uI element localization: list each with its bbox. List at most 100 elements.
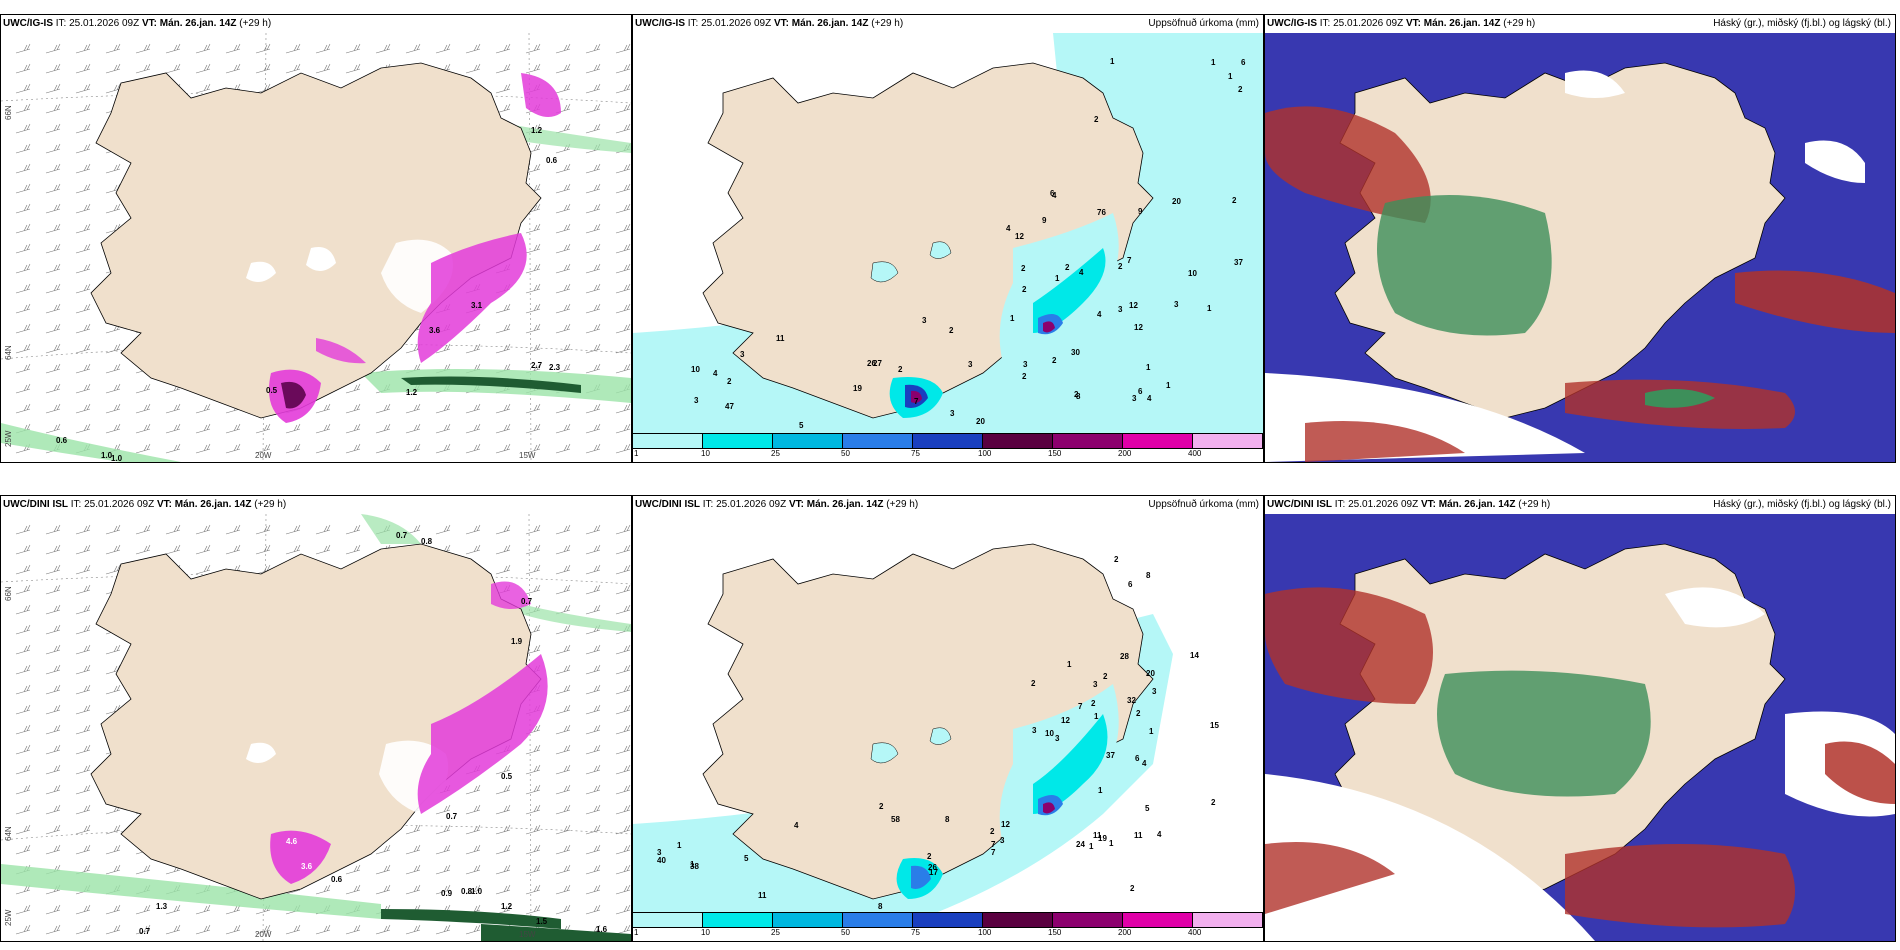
wind-barb <box>615 123 631 134</box>
precip-value-label: 11 <box>1134 831 1143 840</box>
cb-label: 25 <box>771 449 780 458</box>
precip-value-label: 2 <box>727 377 732 386</box>
precip-value-label: 12 <box>1061 716 1070 725</box>
wind-barb <box>15 844 31 855</box>
wind-barb <box>495 564 511 575</box>
wind-barb <box>45 704 61 715</box>
precip-value-label: 3 <box>1032 726 1037 735</box>
precip-value-label: 1 <box>1010 314 1015 323</box>
wind-barb <box>345 884 361 895</box>
wind-barb <box>165 423 181 434</box>
wind-barb <box>75 263 91 274</box>
wind-barb <box>165 403 181 414</box>
wind-barb <box>555 303 571 314</box>
wind-barb <box>135 924 151 935</box>
wind-barb <box>555 403 571 414</box>
wind-barb <box>105 824 121 835</box>
wind-barb <box>75 323 91 334</box>
wind-barb <box>585 243 601 254</box>
wind-barb <box>555 443 571 454</box>
precip-value-label: 40 <box>657 856 666 865</box>
wind-barb <box>585 664 601 675</box>
svg-text:2.3: 2.3 <box>549 363 561 372</box>
wind-barb <box>555 804 571 815</box>
wind-barb <box>15 564 31 575</box>
wind-barb <box>195 403 211 414</box>
lat-label-25: 25W <box>4 909 13 926</box>
wind-barb <box>615 323 631 334</box>
wind-barb <box>315 884 331 895</box>
wind-barb <box>75 604 91 615</box>
wind-barb <box>105 403 121 414</box>
precip-value-label: 1 <box>1166 381 1171 390</box>
wind-barb <box>525 544 541 555</box>
wind-barb <box>495 323 511 334</box>
wind-barb <box>135 423 151 434</box>
wind-barb <box>75 624 91 635</box>
precip-value-label: 9 <box>1138 207 1143 216</box>
wind-barb <box>45 83 61 94</box>
wind-barb <box>75 924 91 935</box>
precip-value-label: 20 <box>976 417 985 426</box>
wind-barb <box>45 123 61 134</box>
wind-barb <box>555 784 571 795</box>
precip-value-label: 26 <box>928 863 937 872</box>
svg-text:3.6: 3.6 <box>301 862 313 871</box>
wind-barb <box>15 323 31 334</box>
wind-barb <box>15 784 31 795</box>
precip-value-label: 17 <box>929 868 938 877</box>
wind-barb <box>585 644 601 655</box>
wind-barb <box>375 924 391 935</box>
wind-barb <box>45 744 61 755</box>
wind-barb <box>15 363 31 374</box>
wind-barb <box>555 744 571 755</box>
precip-value-label: 7 <box>914 397 919 406</box>
wind-barb <box>285 43 301 54</box>
wind-barb <box>585 744 601 755</box>
wind-barb <box>45 223 61 234</box>
wind-barb <box>15 63 31 74</box>
wind-barb <box>15 83 31 94</box>
wind-barb <box>615 343 631 354</box>
wind-barb <box>105 844 121 855</box>
wind-barb <box>465 884 481 895</box>
wind-barb <box>45 664 61 675</box>
wind-barb <box>105 343 121 354</box>
wind-barb <box>615 824 631 835</box>
wind-barb <box>165 63 181 74</box>
precip-value-label: 2 <box>898 365 903 374</box>
panel-right-title: Háský (gr.), miðský (fj.bl.) og lágský (… <box>1713 499 1891 510</box>
svg-text:0.7: 0.7 <box>396 531 408 540</box>
wind-barb <box>45 203 61 214</box>
svg-text:0.9: 0.9 <box>441 889 453 898</box>
precip-value-label: 11 <box>758 891 767 900</box>
wind-barb <box>555 123 571 134</box>
wind-barb <box>45 644 61 655</box>
wind-barb <box>525 243 541 254</box>
precip-value-label: 8 <box>1076 392 1081 401</box>
wind-barb <box>165 544 181 555</box>
wind-barb <box>195 63 211 74</box>
wind-barb <box>15 303 31 314</box>
panel-top-right-clouds: UWC/IG-IS IT: 25.01.2026 09Z VT: Mán. 26… <box>1264 14 1896 463</box>
wind-barb <box>75 844 91 855</box>
wind-barb <box>525 63 541 74</box>
wind-barb <box>345 383 361 394</box>
wind-barb <box>525 443 541 454</box>
precip-value-label: 14 <box>1190 651 1199 660</box>
wind-barb <box>315 63 331 74</box>
cb-label: 25 <box>771 928 780 937</box>
precip-value-label: 3 <box>740 350 745 359</box>
wind-barb <box>225 423 241 434</box>
precip-value-label: 2 <box>1130 884 1135 893</box>
cb-label: 1 <box>634 928 639 937</box>
wind-barb <box>165 43 181 54</box>
precip-value-label: 26 <box>867 359 876 368</box>
svg-text:1.0: 1.0 <box>101 451 113 460</box>
wind-barb <box>345 524 361 535</box>
precip-value-label: 9 <box>1042 216 1047 225</box>
wind-barb <box>585 844 601 855</box>
wind-barb <box>405 884 421 895</box>
wind-barb <box>105 544 121 555</box>
wind-barb <box>165 924 181 935</box>
